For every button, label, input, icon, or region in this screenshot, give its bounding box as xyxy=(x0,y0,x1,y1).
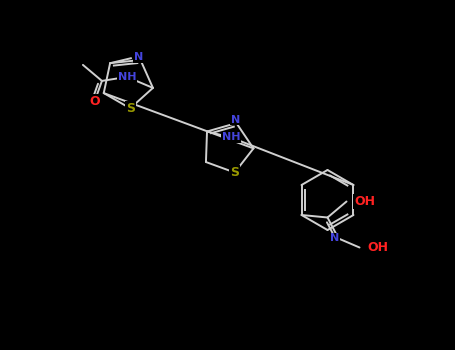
Text: NH: NH xyxy=(118,72,136,82)
Text: OH: OH xyxy=(367,241,388,254)
Text: N: N xyxy=(231,114,240,125)
Text: N: N xyxy=(330,233,339,244)
Text: N: N xyxy=(134,52,143,63)
Text: OH: OH xyxy=(354,195,375,208)
Text: O: O xyxy=(89,96,100,108)
Text: NH: NH xyxy=(222,133,240,142)
Text: S: S xyxy=(126,102,135,115)
Text: S: S xyxy=(230,166,239,179)
